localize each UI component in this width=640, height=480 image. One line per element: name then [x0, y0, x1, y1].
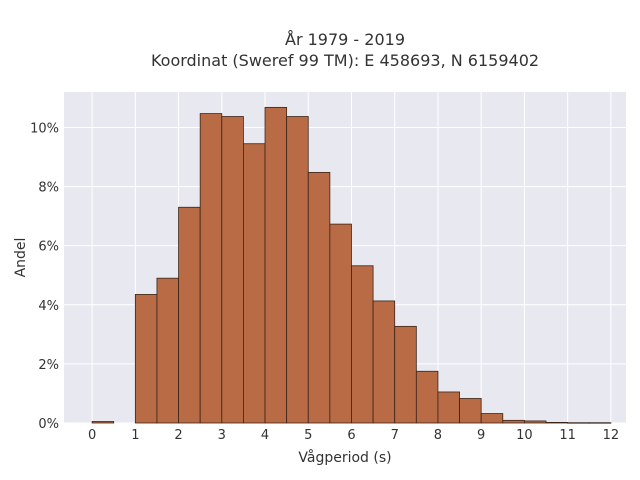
histogram-bar	[372, 300, 396, 424]
y-tick-label: 0%	[38, 417, 59, 432]
chart-title-line-1: År 1979 - 2019	[285, 30, 405, 49]
histogram-bar	[264, 106, 288, 424]
histogram-bar	[437, 391, 460, 424]
histogram-bar	[307, 171, 331, 424]
x-tick-label: 11	[559, 428, 576, 443]
y-tick-label: 8%	[38, 181, 59, 196]
x-tick-label: 8	[434, 428, 442, 443]
x-tick-label: 0	[88, 428, 96, 443]
histogram-bar	[134, 294, 158, 424]
y-tick-label: 6%	[38, 240, 59, 255]
x-tick-label: 10	[516, 428, 533, 443]
y-tick-label: 10%	[30, 121, 59, 136]
x-tick-label: 7	[391, 428, 399, 443]
x-tick-label: 2	[174, 428, 182, 443]
histogram-bar	[199, 113, 223, 424]
bars	[91, 106, 612, 424]
y-tick-label: 4%	[38, 299, 59, 314]
histogram-bar	[351, 265, 374, 424]
x-axis-ticks: 0 1 2 3 4 5 6 7 8 9 10 11 12	[88, 428, 619, 443]
y-axis-label: Andel	[13, 238, 29, 278]
x-tick-label: 6	[347, 428, 355, 443]
x-tick-label: 5	[304, 428, 312, 443]
histogram-bar	[502, 419, 525, 424]
histogram-bar	[524, 420, 547, 424]
histogram-bar	[286, 116, 309, 424]
histogram-bar	[480, 413, 504, 424]
chart-title-line-2: Koordinat (Sweref 99 TM): E 458693, N 61…	[151, 51, 539, 70]
x-tick-label: 9	[477, 428, 485, 443]
histogram-bar	[243, 143, 266, 424]
histogram-bar	[588, 422, 612, 424]
x-tick-label: 1	[131, 428, 139, 443]
x-tick-label: 12	[603, 428, 620, 443]
histogram-bar	[415, 370, 439, 424]
histogram-bar	[221, 116, 244, 424]
x-axis-label: Vågperiod (s)	[298, 449, 391, 466]
histogram-bar	[567, 422, 590, 424]
histogram-bar	[156, 277, 179, 424]
y-tick-label: 2%	[38, 358, 59, 373]
x-tick-label: 4	[261, 428, 269, 443]
histogram-bar	[329, 223, 352, 424]
histogram-bar	[91, 421, 115, 424]
x-tick-label: 3	[218, 428, 226, 443]
histogram-bar	[545, 422, 569, 424]
y-axis-ticks: 0% 2% 4% 6% 8% 10%	[30, 121, 59, 432]
histogram-bar	[178, 206, 201, 424]
histogram-bar	[459, 398, 482, 424]
histogram-bar	[394, 325, 417, 424]
